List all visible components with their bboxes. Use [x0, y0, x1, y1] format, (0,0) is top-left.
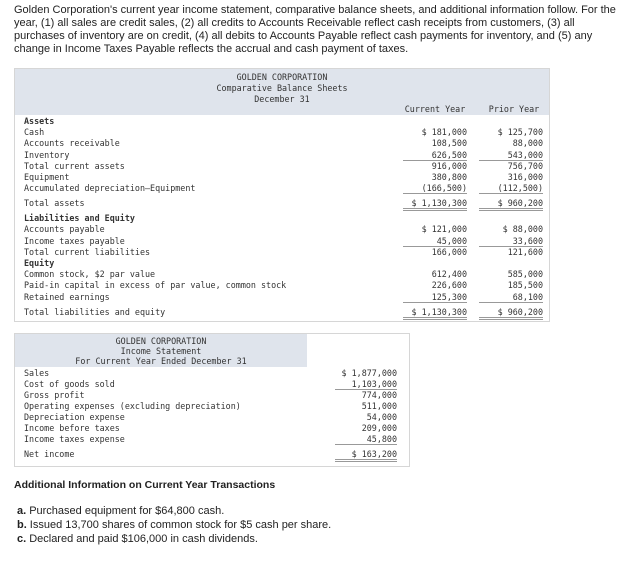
current-value: 45,000	[403, 236, 467, 247]
prior-value: 756,700	[507, 161, 543, 171]
statement-title: Income Statement	[120, 346, 202, 356]
current-value: 916,000	[431, 161, 467, 171]
intro-text: Golden Corporation's current year income…	[14, 4, 616, 55]
amount: 774,000	[361, 390, 397, 400]
item-text: Issued 13,700 shares of common stock for…	[29, 519, 332, 531]
current-value: (166,500)	[403, 183, 467, 194]
row-label: Total current liabilities	[24, 247, 151, 257]
item-text: Purchased equipment for $64,800 cash.	[29, 505, 225, 517]
current-value: $ 1,130,300	[403, 198, 467, 211]
header-band	[15, 69, 549, 115]
balance-sheet: GOLDEN CORPORATION Comparative Balance S…	[14, 68, 550, 322]
row-label: Income taxes expense	[24, 434, 125, 444]
row-label: Cost of goods sold	[24, 379, 115, 389]
amount: 54,000	[366, 412, 397, 422]
row-label: Sales	[24, 368, 50, 378]
item-marker: b.	[17, 519, 27, 531]
company-name: GOLDEN CORPORATION	[236, 72, 328, 82]
column-header: Current Year	[404, 104, 466, 114]
current-value: 108,500	[431, 138, 467, 148]
row-label: Total current assets	[24, 161, 125, 171]
prior-value: $ 960,200	[479, 198, 543, 211]
row-label: Inventory	[24, 150, 70, 160]
row-label: Accounts payable	[24, 224, 105, 234]
amount: 1,103,000	[335, 379, 397, 390]
row-label: Total assets	[24, 198, 85, 208]
amount: 209,000	[361, 423, 397, 433]
additional-title: Additional Information on Current Year T…	[14, 479, 276, 491]
row-label: Total liabilities and equity	[24, 307, 166, 317]
current-value: 166,000	[431, 247, 467, 257]
item-marker: c.	[17, 533, 27, 545]
amount: 511,000	[361, 401, 397, 411]
prior-value: 33,600	[479, 236, 543, 247]
prior-value: 68,100	[479, 292, 543, 303]
header-band	[15, 334, 307, 367]
statement-date: December 31	[254, 94, 310, 104]
statement-period: For Current Year Ended December 31	[75, 356, 247, 366]
row-label: Common stock, $2 par value	[24, 269, 156, 279]
prior-value: (112,500)	[479, 183, 543, 194]
prior-value: 543,000	[479, 150, 543, 161]
current-value: 626,500	[403, 150, 467, 161]
row-label: Accumulated depreciation—Equipment	[24, 183, 196, 193]
row-label: Retained earnings	[24, 292, 110, 302]
current-value: $ 1,130,300	[403, 307, 467, 320]
prior-value: 585,000	[507, 269, 543, 279]
prior-value: 185,500	[507, 280, 543, 290]
current-value: $ 121,000	[421, 224, 467, 234]
additional-item: b. Issued 13,700 shares of common stock f…	[17, 519, 331, 531]
prior-value: $ 960,200	[479, 307, 543, 320]
row-label: Net income	[24, 449, 75, 459]
row-label: Income taxes payable	[24, 236, 125, 246]
row-label: Cash	[24, 127, 45, 137]
current-value: 380,800	[431, 172, 467, 182]
section-heading: Assets	[24, 116, 55, 126]
row-label: Depreciation expense	[24, 412, 125, 422]
amount: 45,800	[335, 434, 397, 445]
prior-value: 316,000	[507, 172, 543, 182]
current-value: 612,400	[431, 269, 467, 279]
section-heading: Equity	[24, 258, 55, 268]
income-statement: GOLDEN CORPORATION Income Statement For …	[14, 333, 410, 467]
item-text: Declared and paid $106,000 in cash divid…	[29, 533, 258, 545]
row-label: Paid-in capital in excess of par value, …	[24, 280, 287, 290]
prior-value: $ 125,700	[497, 127, 543, 137]
item-marker: a.	[17, 505, 27, 517]
company-name: GOLDEN CORPORATION	[115, 336, 207, 346]
prior-value: 88,000	[512, 138, 543, 148]
row-label: Income before taxes	[24, 423, 120, 433]
additional-item: c. Declared and paid $106,000 in cash div…	[17, 533, 258, 545]
section-heading: Liabilities and Equity	[24, 213, 135, 223]
row-label: Gross profit	[24, 390, 85, 400]
amount: $ 1,877,000	[341, 368, 397, 378]
row-label: Accounts receivable	[24, 138, 120, 148]
current-value: $ 181,000	[421, 127, 467, 137]
statement-title: Comparative Balance Sheets	[216, 83, 348, 93]
current-value: 125,300	[403, 292, 467, 303]
prior-value: 121,600	[507, 247, 543, 257]
current-value: 226,600	[431, 280, 467, 290]
amount: $ 163,200	[335, 449, 397, 462]
prior-value: $ 88,000	[502, 224, 543, 234]
row-label: Equipment	[24, 172, 70, 182]
additional-item: a. Purchased equipment for $64,800 cash.	[17, 505, 224, 517]
row-label: Operating expenses (excluding depreciati…	[24, 401, 241, 411]
column-header: Prior Year	[488, 104, 540, 114]
